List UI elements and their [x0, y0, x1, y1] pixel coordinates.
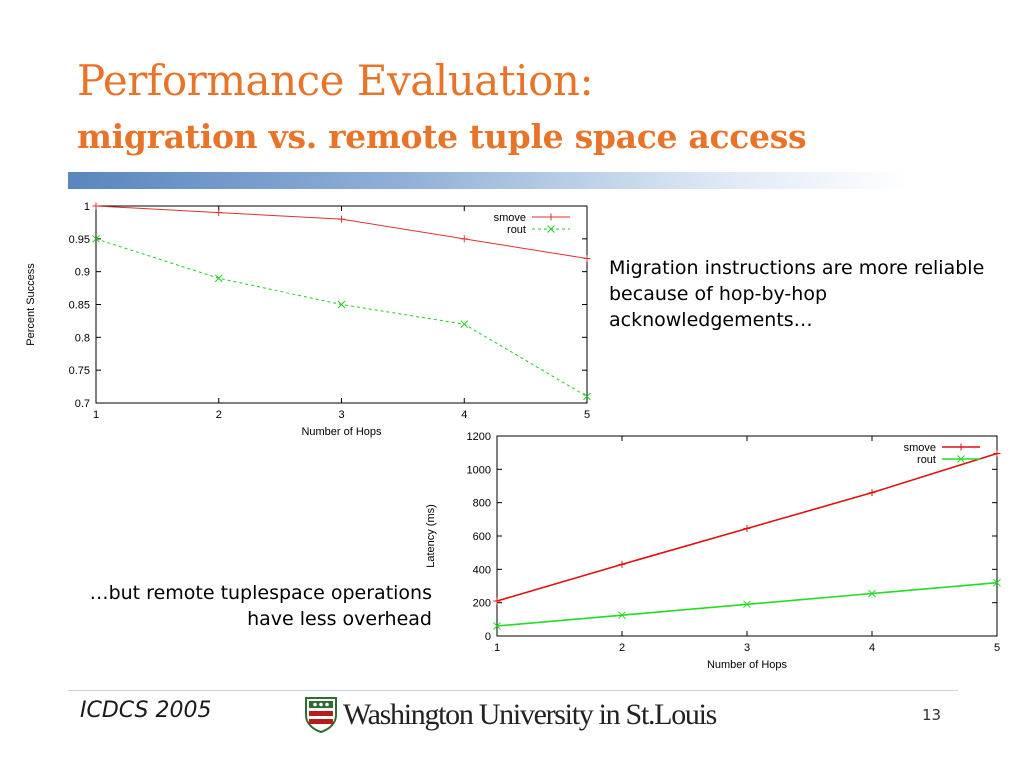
latency-chart-y-axis-label: Latency (ms) [425, 504, 437, 568]
success-chart-point-rout [92, 234, 100, 243]
tuplespace-note-line-1: …but remote tuplespace operations [89, 582, 432, 604]
latency-chart-point-smove [868, 489, 876, 497]
university-name: Washington University in St.Louis [343, 698, 717, 731]
success-chart-x-tick-label: 5 [584, 409, 590, 421]
latency-chart-legend-marker [957, 455, 965, 463]
latency-chart-y-tick-label: 400 [473, 564, 491, 576]
success-chart-legend-label: smove [494, 212, 526, 224]
success-chart-y-tick-label: 0.85 [69, 300, 90, 312]
success-chart-legend-label: rout [507, 224, 526, 236]
latency-chart-legend-label: rout [917, 454, 936, 466]
success-chart-legend-marker [547, 225, 555, 233]
success-chart-y-tick-label: 0.8 [75, 332, 90, 344]
success-chart-point-smove [338, 215, 345, 223]
latency-chart-y-tick-label: 1200 [467, 431, 491, 443]
university-logo: Washington University in St.Louis [305, 697, 717, 733]
footer-divider [68, 690, 958, 691]
latency-chart-point-smove [618, 560, 626, 568]
success-chart-x-tick-label: 2 [216, 409, 222, 421]
slide-subtitle: migration vs. remote tuple space access [77, 117, 807, 156]
success-chart-y-tick-label: 0.75 [69, 365, 90, 377]
success-chart-x-tick-label: 1 [93, 409, 99, 421]
success-chart-legend-marker [547, 213, 555, 221]
tuplespace-note: …but remote tuplespace operations have l… [20, 580, 432, 632]
latency-chart-x-axis-label: Number of Hops [707, 659, 788, 671]
success-chart-point-smove [583, 255, 591, 263]
success-chart-point-rout [583, 392, 591, 401]
percent-success-chart: 0.7 0.75 0.8 0.85 0.9 0.95 1 1 2 3 4 5 Number of Hop… [25, 201, 591, 438]
migration-note: Migration instructions are more reliable… [609, 257, 985, 331]
latency-chart-x-tick-label: 3 [744, 642, 750, 654]
latency-chart-y-tick-label: 200 [473, 598, 491, 610]
latency-chart-point-smove [993, 450, 1001, 457]
latency-chart-point-rout [743, 600, 751, 609]
latency-chart-x-tick-label: 2 [619, 642, 625, 654]
success-chart-y-tick-label: 0.9 [75, 267, 90, 279]
success-chart-x-tick-label: 3 [338, 409, 344, 421]
tuplespace-note-line-2: have less overhead [247, 608, 432, 630]
latency-chart-x-tick-label: 5 [994, 642, 1000, 654]
title-underline-bar [68, 172, 908, 189]
slide-title: Performance Evaluation: [77, 56, 594, 105]
success-chart-point-smove [460, 235, 468, 243]
latency-chart-x-tick-label: 1 [494, 642, 500, 654]
latency-chart-point-smove [743, 525, 751, 532]
latency-chart-point-smove [493, 597, 501, 605]
success-chart-point-rout [337, 300, 346, 309]
success-chart-point-smove [215, 209, 223, 217]
latency-chart-y-tick-label: 0 [485, 631, 491, 643]
latency-chart-x-tick-label: 4 [869, 642, 875, 654]
success-chart-y-axis-label: Percent Success [25, 263, 37, 346]
latency-chart-plot-frame [496, 435, 998, 637]
success-chart-series-line-rout [95, 238, 588, 397]
success-chart-point-rout [214, 274, 223, 283]
success-chart-x-tick-label: 4 [461, 409, 467, 421]
latency-chart: 0 200 400 600 800 1000 1200 1 2 3 4 5 Number of Hops… [425, 431, 1001, 671]
success-chart-y-tick-label: 0.7 [75, 398, 90, 410]
latency-chart-point-rout [493, 622, 501, 630]
latency-chart-point-rout [618, 611, 626, 620]
page-number: 13 [922, 706, 942, 724]
latency-chart-legend-marker [957, 443, 965, 451]
latency-chart-y-tick-label: 600 [473, 531, 491, 543]
venue-label: ICDCS 2005 [80, 698, 212, 723]
success-chart-x-axis-label: Number of Hops [301, 426, 382, 438]
success-chart-y-tick-label: 0.95 [69, 234, 90, 246]
latency-chart-y-tick-label: 1000 [467, 464, 491, 476]
success-chart-y-tick-label: 1 [84, 201, 90, 213]
latency-chart-point-rout [993, 578, 1001, 587]
success-chart-point-smove [92, 202, 100, 210]
latency-chart-legend-label: smove [904, 442, 936, 454]
success-chart-point-rout [460, 320, 469, 329]
latency-chart-y-tick-label: 800 [473, 498, 491, 510]
university-shield-icon [305, 697, 337, 733]
latency-chart-point-rout [868, 589, 876, 598]
